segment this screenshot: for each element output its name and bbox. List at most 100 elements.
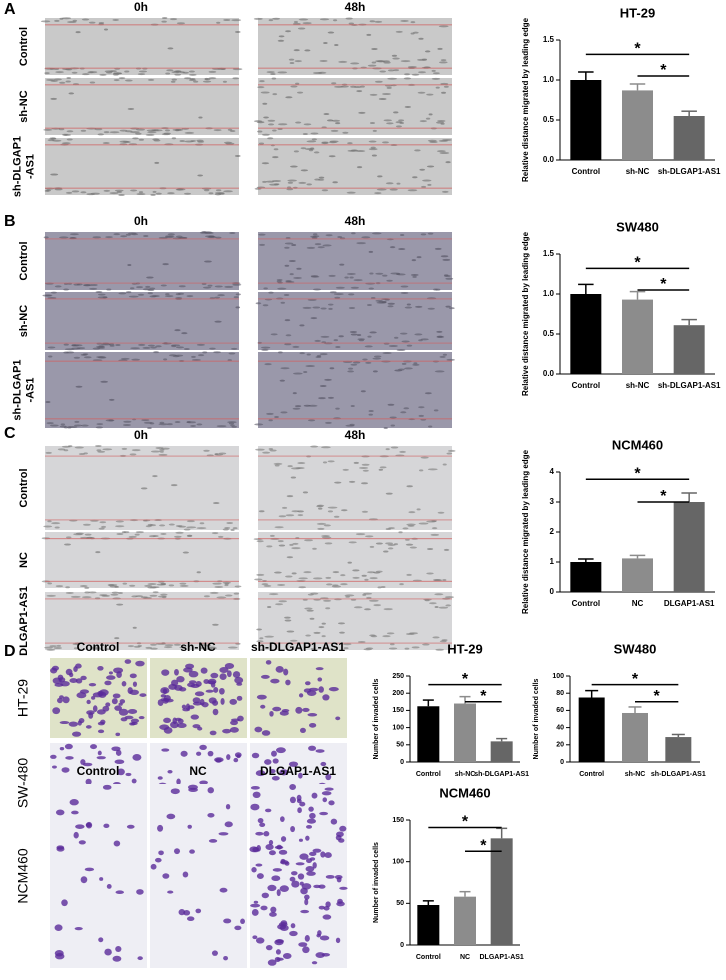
cell — [443, 85, 449, 88]
cell — [320, 335, 330, 338]
cell — [55, 809, 65, 816]
cell — [43, 236, 49, 239]
cell — [254, 726, 263, 733]
column-header: 48h — [345, 428, 366, 442]
cell — [375, 272, 384, 275]
cell — [385, 492, 393, 495]
cell — [155, 857, 162, 863]
cell — [441, 639, 448, 642]
cell — [176, 722, 187, 729]
cell — [304, 898, 309, 906]
cell — [285, 575, 293, 578]
cell — [219, 887, 228, 893]
cell — [419, 168, 426, 171]
cell — [175, 531, 184, 534]
cell — [200, 667, 208, 674]
cell — [322, 244, 332, 247]
column-header: 0h — [134, 0, 148, 14]
cell — [418, 37, 424, 40]
cell — [65, 586, 70, 589]
cell — [155, 192, 162, 195]
cell — [304, 49, 311, 52]
cell — [422, 643, 430, 646]
cell — [368, 148, 378, 151]
cell — [86, 699, 91, 705]
cell — [138, 343, 146, 346]
cell — [186, 420, 191, 423]
cell — [321, 791, 332, 796]
cell — [404, 73, 410, 76]
cell — [440, 255, 449, 258]
cell — [223, 918, 232, 924]
cell — [178, 236, 188, 239]
cell — [267, 137, 274, 140]
cell — [289, 62, 295, 65]
cell — [333, 19, 338, 22]
cell — [280, 816, 285, 822]
cell — [365, 535, 374, 538]
cell — [106, 675, 116, 680]
micrograph — [256, 592, 455, 651]
micrograph — [41, 531, 242, 589]
cell — [441, 190, 449, 193]
x-tick-label: sh-NC — [625, 771, 646, 778]
cell — [179, 140, 185, 143]
cell — [306, 824, 313, 829]
cell — [296, 91, 304, 94]
cell — [176, 676, 185, 683]
cell — [352, 361, 361, 364]
cell — [333, 339, 339, 342]
cell — [88, 682, 97, 687]
cell — [236, 754, 241, 759]
cell — [174, 535, 182, 538]
cell — [370, 146, 376, 149]
cell — [271, 750, 277, 757]
cell — [66, 130, 74, 133]
image-bg — [45, 78, 239, 135]
image-bg — [45, 292, 239, 350]
cell — [283, 294, 290, 297]
cell — [255, 448, 265, 451]
cell — [408, 632, 419, 635]
x-tick-label: DLGAP1-AS1 — [479, 954, 523, 961]
cell — [325, 607, 331, 610]
cell — [79, 585, 88, 588]
cell — [173, 848, 181, 855]
cell — [368, 413, 373, 416]
cell — [167, 233, 176, 236]
cell — [312, 235, 320, 238]
cell — [350, 363, 358, 366]
cell — [275, 747, 286, 754]
cell — [403, 407, 410, 410]
cell — [209, 730, 217, 736]
cell — [260, 905, 268, 911]
cell — [75, 824, 85, 829]
chart-title: NCM460 — [439, 785, 490, 800]
cell — [50, 173, 59, 176]
cell — [400, 291, 409, 294]
cell — [240, 918, 245, 925]
cell — [152, 535, 159, 538]
cell — [413, 362, 418, 365]
cell — [387, 77, 398, 80]
cell — [322, 797, 328, 803]
cell — [202, 80, 212, 83]
micrograph — [254, 351, 455, 429]
cell — [319, 384, 327, 387]
x-tick-label: sh-NC — [455, 771, 476, 778]
cell — [237, 715, 244, 722]
cell — [123, 531, 130, 534]
cell — [163, 717, 171, 723]
cell — [153, 351, 160, 354]
cell — [290, 85, 298, 88]
cell — [374, 192, 382, 195]
cell — [171, 71, 181, 74]
micrograph — [253, 77, 452, 136]
cell — [213, 129, 222, 132]
cell — [269, 593, 279, 596]
cell — [104, 948, 112, 956]
cell — [201, 644, 212, 647]
cell — [216, 21, 221, 24]
cell — [393, 111, 399, 114]
cell — [322, 461, 328, 464]
